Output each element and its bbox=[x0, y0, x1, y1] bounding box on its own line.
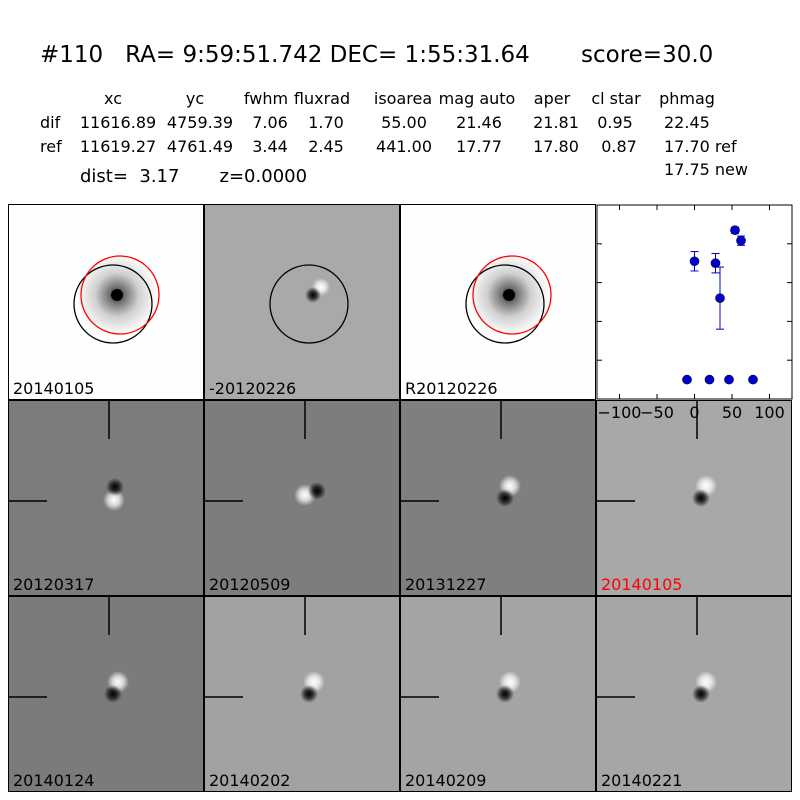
ra-value: RA= 9:59:51.742 bbox=[125, 42, 323, 68]
lightcurve-chart: −100−50050100212223242526 bbox=[596, 204, 793, 422]
panel-date-label: 20140105 bbox=[601, 575, 683, 594]
lightcurve-chart-area: −100−50050100212223242526 bbox=[596, 204, 793, 422]
data-point bbox=[724, 374, 734, 385]
data-point bbox=[736, 235, 746, 246]
score-value: score=30.0 bbox=[581, 42, 714, 68]
data-point bbox=[682, 374, 692, 385]
redshift-value: z=0.0000 bbox=[219, 166, 308, 187]
stat-cell: 7.06 bbox=[252, 113, 288, 132]
stat-column-header: phmag bbox=[659, 89, 715, 108]
stat-cell: 441.00 bbox=[376, 137, 432, 156]
panel-date-label: 20140105 bbox=[13, 379, 95, 398]
top-cutout-panel: 20140105 bbox=[8, 204, 204, 400]
dist-value: dist= 3.17 bbox=[80, 166, 180, 187]
distance-line: dist= 3.17 z=0.0000 bbox=[80, 166, 307, 187]
stat-cell: 55.00 bbox=[381, 113, 427, 132]
stat-column-header: fwhm bbox=[243, 89, 289, 108]
stat-cell: 17.77 bbox=[456, 137, 502, 156]
data-point bbox=[689, 256, 700, 267]
x-tick-label: −50 bbox=[640, 403, 674, 422]
source-negative-lobe bbox=[308, 482, 326, 500]
panel-date-label: 20140221 bbox=[601, 771, 683, 790]
panel-date-label: -20120226 bbox=[209, 379, 297, 398]
stat-cell: 4759.39 bbox=[166, 113, 234, 132]
stat-cell: 2.45 bbox=[308, 137, 344, 156]
x-tick-label: 50 bbox=[722, 403, 742, 422]
panel-date-label: 20120509 bbox=[209, 575, 291, 594]
x-tick-label: 0 bbox=[689, 403, 699, 422]
data-point bbox=[710, 258, 721, 269]
epoch-cutout-panel: 20120509 bbox=[204, 400, 400, 596]
epoch-cutout-panel: 20140105 bbox=[596, 400, 792, 596]
stat-column-header: yc bbox=[185, 89, 205, 108]
epoch-cutout-panel: 20140221 bbox=[596, 596, 792, 792]
source-negative-lobe bbox=[496, 685, 514, 703]
epoch-cutout-panel: 20131227 bbox=[400, 400, 596, 596]
panel-date-label: 20140209 bbox=[405, 771, 487, 790]
epoch-cutout-panel: 20140202 bbox=[204, 596, 400, 792]
stat-column-header: xc bbox=[104, 89, 122, 108]
stat-column-header: mag auto bbox=[438, 89, 516, 108]
epoch-cutout-panel: 20140124 bbox=[8, 596, 204, 792]
panel-date-label: 20140202 bbox=[209, 771, 291, 790]
stat-cell: 11619.27 bbox=[79, 137, 157, 156]
stat-column-header: cl star bbox=[591, 89, 641, 108]
stat-cell: 11616.89 bbox=[79, 113, 157, 132]
source-negative-lobe bbox=[305, 287, 321, 303]
panel-date-label: 20131227 bbox=[405, 575, 487, 594]
top-cutout-panel: R20120226 bbox=[400, 204, 596, 400]
stat-cell: 22.45 bbox=[664, 113, 710, 132]
dif-aperture-circle bbox=[80, 255, 160, 335]
dec-value: DEC= 1:55:31.64 bbox=[329, 42, 530, 68]
data-point bbox=[715, 293, 725, 303]
panel-date-label: 20140124 bbox=[13, 771, 95, 790]
stat-cell: 4761.49 bbox=[166, 137, 234, 156]
source-negative-lobe bbox=[300, 685, 318, 703]
stat-row-label: ref bbox=[40, 137, 62, 156]
x-tick-label: 100 bbox=[754, 403, 785, 422]
ref-aperture-circle bbox=[465, 264, 545, 344]
stat-cell: 0.95 bbox=[597, 113, 633, 132]
stat-cell: 17.80 bbox=[533, 137, 579, 156]
stat-cell: 3.44 bbox=[252, 137, 288, 156]
stat-cell: 1.70 bbox=[308, 113, 344, 132]
data-point bbox=[704, 374, 715, 385]
source-negative-lobe bbox=[692, 685, 710, 703]
x-tick-label: −100 bbox=[598, 403, 642, 422]
candidate-header: #110 RA= 9:59:51.742 DEC= 1:55:31.64 sco… bbox=[40, 40, 713, 70]
source-negative-lobe bbox=[692, 489, 710, 507]
phmag-new-value: 17.75 new bbox=[664, 160, 748, 179]
ref-aperture-circle bbox=[73, 264, 153, 344]
candidate-id: #110 bbox=[40, 42, 104, 68]
stat-column-header: aper bbox=[533, 89, 571, 108]
dif-aperture-circle bbox=[472, 255, 552, 335]
source-negative-lobe bbox=[496, 489, 514, 507]
stat-cell: 0.87 bbox=[601, 137, 637, 156]
stat-column-header: fluxrad bbox=[293, 89, 351, 108]
stat-cell: 21.46 bbox=[456, 113, 502, 132]
ref-aperture-circle bbox=[269, 264, 349, 344]
epoch-cutout-panel: 20120317 bbox=[8, 400, 204, 596]
data-point bbox=[748, 374, 758, 385]
panel-date-label: R20120226 bbox=[405, 379, 498, 398]
source-core bbox=[503, 289, 515, 301]
stat-cell: 17.70 ref bbox=[664, 137, 737, 156]
epoch-cutout-panel: 20140209 bbox=[400, 596, 596, 792]
stat-column-header: isoarea bbox=[373, 89, 433, 108]
panel-date-label: 20120317 bbox=[13, 575, 95, 594]
source-negative-lobe bbox=[104, 685, 122, 703]
plot-frame bbox=[596, 204, 793, 400]
source-negative-lobe bbox=[106, 478, 124, 496]
top-cutout-panel: -20120226 bbox=[204, 204, 400, 400]
stat-cell: 21.81 bbox=[533, 113, 579, 132]
data-point bbox=[730, 225, 740, 236]
source-core bbox=[111, 289, 123, 301]
stat-row-label: dif bbox=[40, 113, 61, 132]
